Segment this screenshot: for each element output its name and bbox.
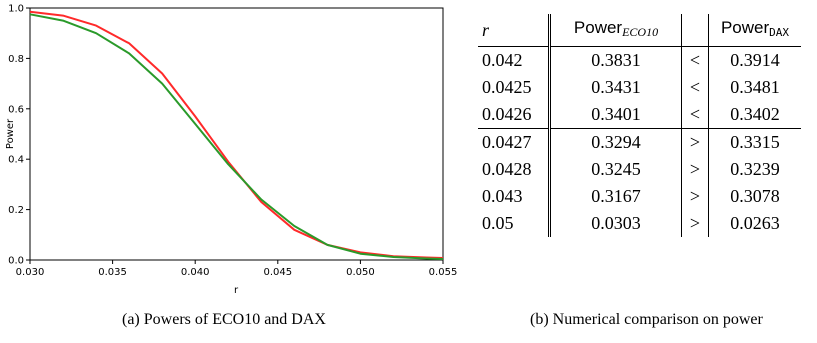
cell-dax: 0.3239 <box>730 159 780 179</box>
table-row: 0.05 0.0303 > 0.0263 <box>478 210 801 237</box>
cell-compare: < <box>681 74 709 101</box>
table-header-row: r PowerECO10 PowerDAX <box>478 14 801 47</box>
cell-r: 0.0426 <box>478 101 551 129</box>
header-compare <box>681 14 709 47</box>
x-tick-label: 0.045 <box>263 267 292 278</box>
cell-dax: 0.3914 <box>730 50 780 70</box>
axis-ticks: 0.030 0.035 0.040 0.045 0.050 0.055 0.0 0.2 0.4 0… <box>8 4 457 279</box>
cell-compare: > <box>681 128 709 156</box>
caption-right: (b) Numerical comparison on power <box>530 311 763 328</box>
cell-eco: 0.0303 <box>549 210 682 237</box>
cell-eco: 0.3831 <box>549 46 682 74</box>
table-row: 0.0427 0.3294 > 0.3315 <box>478 128 801 156</box>
x-tick-label: 0.050 <box>346 267 375 278</box>
cell-r: 0.042 <box>478 46 551 74</box>
y-axis-label: Power <box>5 118 16 149</box>
cell-eco: 0.3401 <box>549 101 682 129</box>
cell-dax: 0.0263 <box>730 213 780 233</box>
cell-dax: 0.3315 <box>708 128 801 156</box>
table-row: 0.0426 0.3401 < 0.3402 <box>478 101 801 129</box>
x-axis-label: r <box>234 285 239 296</box>
cell-compare: > <box>681 156 709 183</box>
cell-compare: > <box>681 210 709 237</box>
x-tick-label: 0.035 <box>98 267 127 278</box>
cell-compare: < <box>681 46 709 74</box>
header-power-eco10: PowerECO10 <box>549 14 682 47</box>
cell-eco: 0.3431 <box>549 74 682 101</box>
table-row: 0.0425 0.3431 < 0.3481 <box>478 74 801 101</box>
x-tick-label: 0.055 <box>429 267 458 278</box>
power-chart: 0.030 0.035 0.040 0.045 0.050 0.055 0.0 0.2 0.4 0… <box>5 4 457 297</box>
x-tick-label: 0.030 <box>16 267 45 278</box>
header-r: r <box>478 14 551 47</box>
series-lines <box>29 10 444 260</box>
x-tick-label: 0.040 <box>181 267 210 278</box>
cell-dax: 0.3402 <box>730 104 780 124</box>
y-tick-label: 1.0 <box>8 4 24 15</box>
cell-r: 0.0427 <box>478 128 551 156</box>
cell-eco: 0.3245 <box>549 156 682 183</box>
table-row: 0.0428 0.3245 > 0.3239 <box>478 156 801 183</box>
series-line-2 <box>29 13 444 260</box>
cell-r: 0.05 <box>478 210 551 237</box>
y-tick-label: 0.0 <box>8 256 24 267</box>
y-tick-label: 0.2 <box>8 205 24 216</box>
y-tick-label: 0.4 <box>8 155 24 166</box>
cell-r: 0.0425 <box>478 74 551 101</box>
cell-dax: 0.3078 <box>730 186 780 206</box>
cell-eco: 0.3294 <box>549 128 682 156</box>
y-tick-label: 0.6 <box>8 104 24 115</box>
cell-compare: > <box>681 183 709 210</box>
power-comparison-table: r PowerECO10 PowerDAX 0.042 0.3831 < 0.3… <box>478 14 801 237</box>
cell-compare: < <box>681 101 709 129</box>
table-row: 0.043 0.3167 > 0.3078 <box>478 183 801 210</box>
caption-left: (a) Powers of ECO10 and DAX <box>122 311 326 328</box>
table-row: 0.042 0.3831 < 0.3914 <box>478 46 801 74</box>
cell-dax: 0.3481 <box>730 77 780 97</box>
plot-area <box>29 7 444 261</box>
y-tick-label: 0.8 <box>8 54 24 65</box>
cell-r: 0.0428 <box>478 156 551 183</box>
cell-r: 0.043 <box>478 183 551 210</box>
cell-eco: 0.3167 <box>549 183 682 210</box>
header-power-dax: PowerDAX <box>708 14 801 47</box>
